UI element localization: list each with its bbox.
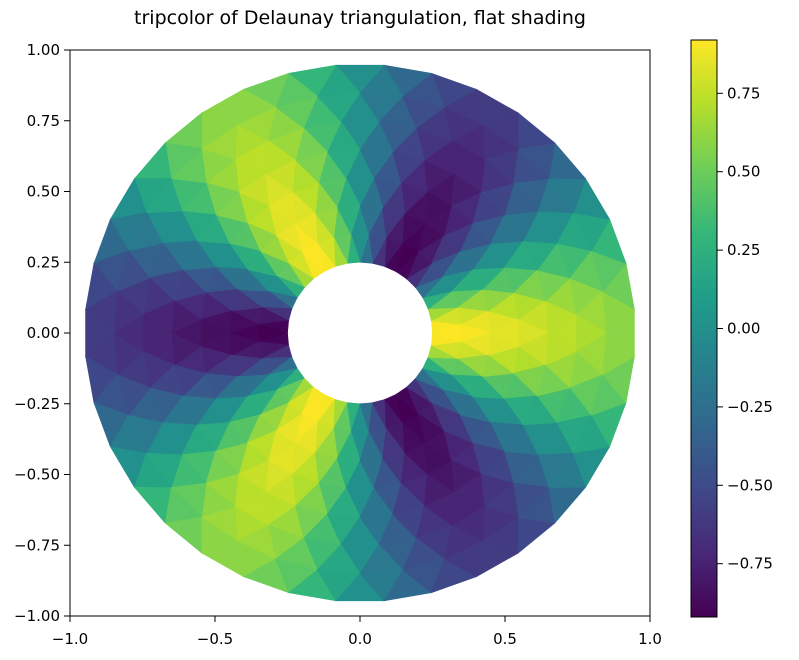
colorbar-tick-label: 0.50 <box>727 163 760 181</box>
x-tick-label: 1.0 <box>638 630 662 648</box>
chart-title: tripcolor of Delaunay triangulation, fla… <box>134 7 586 29</box>
colorbar-tick-label: 0.00 <box>727 320 760 338</box>
plot-area: −1.0 −0.5 0.0 0.5 1.0 1.00 0.75 0.50 0.25 0.00 −0… <box>14 41 662 648</box>
colorbar: 0.75 0.50 0.25 0.00 −0.25 −0.50 −0.75 <box>690 39 773 618</box>
y-tick-label: −0.50 <box>14 466 60 484</box>
y-tick-label: −0.75 <box>14 536 60 554</box>
x-axis: −1.0 −0.5 0.0 0.5 1.0 <box>52 616 662 648</box>
y-tick-label: −0.25 <box>14 395 60 413</box>
colorbar-tick-label: 0.25 <box>727 241 760 259</box>
y-tick-label: 0.75 <box>27 112 60 130</box>
colorbar-axis: 0.75 0.50 0.25 0.00 −0.25 −0.50 −0.75 <box>717 84 773 573</box>
y-tick-label: 1.00 <box>27 41 60 59</box>
mesh-triangle <box>606 308 635 358</box>
x-tick-label: −1.0 <box>52 630 88 648</box>
x-tick-label: −0.5 <box>197 630 233 648</box>
colorbar-tick-label: −0.50 <box>727 476 773 494</box>
x-tick-label: 0.5 <box>493 630 517 648</box>
colorbar-tick-label: 0.75 <box>727 84 760 102</box>
colorbar-gradient <box>691 40 717 617</box>
colorbar-tick-label: −0.75 <box>727 555 773 573</box>
colorbar-tick-label: −0.25 <box>727 398 773 416</box>
y-axis: 1.00 0.75 0.50 0.25 0.00 −0.25 −0.50 −0.75 −1.00 <box>14 41 70 625</box>
triangle-mesh <box>85 64 635 602</box>
y-tick-label: 0.25 <box>27 253 60 271</box>
y-tick-label: 0.50 <box>27 183 60 201</box>
y-tick-label: −1.00 <box>14 607 60 625</box>
y-tick-label: 0.00 <box>27 324 60 342</box>
x-tick-label: 0.0 <box>348 630 372 648</box>
